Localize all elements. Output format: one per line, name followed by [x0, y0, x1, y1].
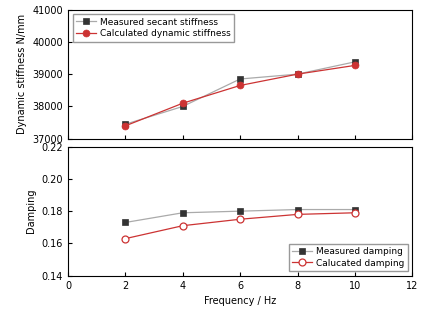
Calculated dynamic stiffness	[123, 124, 128, 128]
Line: Calucated damping: Calucated damping	[122, 209, 358, 242]
Measured damping	[238, 209, 243, 213]
Calucated damping	[180, 224, 185, 228]
Measured secant stiffness	[123, 122, 128, 126]
Measured damping	[123, 221, 128, 224]
Measured secant stiffness	[352, 60, 357, 64]
Calculated dynamic stiffness	[295, 72, 300, 76]
Measured damping	[295, 208, 300, 211]
Y-axis label: Damping: Damping	[26, 189, 36, 233]
Line: Calculated dynamic stiffness: Calculated dynamic stiffness	[122, 62, 358, 129]
Calculated dynamic stiffness	[238, 84, 243, 87]
Measured secant stiffness	[295, 72, 300, 76]
Measured damping	[180, 211, 185, 215]
Legend: Measured damping, Calucated damping: Measured damping, Calucated damping	[289, 244, 408, 271]
Calucated damping	[238, 217, 243, 221]
Calculated dynamic stiffness	[352, 63, 357, 67]
Calucated damping	[352, 211, 357, 215]
Measured secant stiffness	[180, 105, 185, 108]
Line: Measured damping: Measured damping	[122, 206, 358, 226]
Calucated damping	[295, 212, 300, 216]
Legend: Measured secant stiffness, Calculated dynamic stiffness: Measured secant stiffness, Calculated dy…	[73, 14, 234, 42]
X-axis label: Frequency / Hz: Frequency / Hz	[204, 296, 276, 306]
Y-axis label: Dynamic stiffness N/mm: Dynamic stiffness N/mm	[17, 14, 27, 134]
Line: Measured secant stiffness: Measured secant stiffness	[122, 58, 358, 128]
Measured damping	[352, 208, 357, 211]
Measured secant stiffness	[238, 77, 243, 81]
Calucated damping	[123, 237, 128, 241]
Calculated dynamic stiffness	[180, 101, 185, 105]
